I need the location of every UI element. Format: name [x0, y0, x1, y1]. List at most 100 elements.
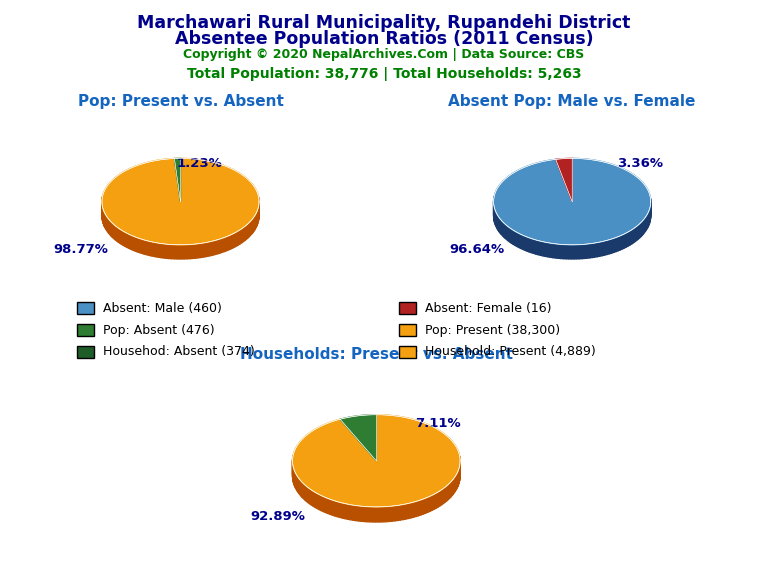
Polygon shape — [348, 504, 350, 520]
Polygon shape — [525, 236, 527, 251]
Polygon shape — [120, 229, 121, 244]
Polygon shape — [389, 506, 392, 521]
Polygon shape — [338, 502, 340, 517]
Polygon shape — [581, 244, 584, 259]
Polygon shape — [156, 242, 159, 257]
Polygon shape — [321, 495, 323, 511]
Polygon shape — [499, 218, 501, 233]
Polygon shape — [328, 498, 330, 514]
Polygon shape — [310, 489, 312, 505]
Text: Pop: Present (38,300): Pop: Present (38,300) — [425, 324, 561, 336]
Polygon shape — [592, 243, 594, 257]
Polygon shape — [313, 491, 315, 507]
Polygon shape — [644, 217, 645, 233]
Polygon shape — [177, 245, 180, 259]
Text: 96.64%: 96.64% — [449, 244, 505, 256]
Polygon shape — [445, 486, 446, 502]
Polygon shape — [250, 220, 251, 236]
Polygon shape — [564, 245, 566, 259]
Polygon shape — [543, 242, 545, 256]
Polygon shape — [536, 240, 538, 255]
Polygon shape — [456, 473, 457, 490]
Polygon shape — [630, 230, 632, 245]
Polygon shape — [144, 240, 147, 255]
Polygon shape — [421, 499, 423, 515]
Polygon shape — [180, 245, 182, 259]
Polygon shape — [117, 227, 118, 242]
Polygon shape — [541, 241, 543, 256]
Polygon shape — [298, 477, 299, 493]
Polygon shape — [515, 231, 517, 247]
Polygon shape — [234, 232, 237, 247]
Polygon shape — [299, 478, 300, 495]
Polygon shape — [115, 225, 117, 241]
Text: 92.89%: 92.89% — [250, 510, 305, 522]
Polygon shape — [409, 503, 411, 518]
Polygon shape — [646, 215, 647, 230]
Polygon shape — [504, 223, 505, 238]
Polygon shape — [135, 237, 137, 252]
Polygon shape — [306, 486, 308, 503]
Polygon shape — [182, 245, 185, 259]
Polygon shape — [222, 237, 224, 252]
Polygon shape — [369, 507, 372, 522]
Polygon shape — [333, 500, 335, 516]
Polygon shape — [628, 231, 630, 246]
Polygon shape — [600, 241, 602, 256]
Polygon shape — [200, 243, 203, 257]
Polygon shape — [293, 415, 460, 507]
Polygon shape — [501, 219, 502, 234]
Polygon shape — [112, 223, 114, 238]
Polygon shape — [254, 215, 255, 230]
Polygon shape — [618, 236, 621, 251]
Polygon shape — [248, 223, 249, 238]
Polygon shape — [296, 475, 298, 492]
Polygon shape — [174, 158, 180, 202]
Polygon shape — [561, 244, 564, 259]
Polygon shape — [213, 240, 215, 255]
Polygon shape — [626, 232, 628, 247]
Polygon shape — [335, 501, 338, 517]
Polygon shape — [107, 217, 108, 232]
Polygon shape — [174, 245, 177, 259]
Polygon shape — [428, 497, 430, 512]
Polygon shape — [513, 230, 515, 245]
Polygon shape — [359, 506, 362, 521]
Polygon shape — [641, 221, 642, 237]
Polygon shape — [169, 244, 172, 259]
Polygon shape — [419, 500, 421, 516]
Polygon shape — [400, 505, 403, 520]
Polygon shape — [398, 505, 400, 521]
Polygon shape — [224, 237, 227, 252]
Title: Absent Pop: Male vs. Female: Absent Pop: Male vs. Female — [449, 94, 696, 109]
Title: Households: Present vs. Absent: Households: Present vs. Absent — [240, 347, 513, 362]
Polygon shape — [497, 214, 498, 229]
Polygon shape — [498, 217, 499, 232]
Polygon shape — [340, 415, 376, 461]
Polygon shape — [217, 239, 220, 254]
Polygon shape — [503, 222, 504, 237]
Polygon shape — [545, 242, 548, 257]
Polygon shape — [574, 245, 577, 259]
Polygon shape — [149, 241, 151, 256]
Polygon shape — [568, 245, 571, 259]
Polygon shape — [423, 498, 425, 514]
Polygon shape — [362, 506, 364, 521]
Polygon shape — [505, 224, 507, 240]
Polygon shape — [571, 245, 574, 259]
Polygon shape — [140, 238, 142, 253]
Polygon shape — [367, 506, 369, 522]
Polygon shape — [106, 215, 107, 230]
Polygon shape — [453, 478, 455, 494]
Polygon shape — [102, 158, 259, 245]
Polygon shape — [642, 220, 643, 236]
Ellipse shape — [494, 173, 650, 259]
Polygon shape — [154, 242, 156, 257]
Polygon shape — [635, 226, 637, 242]
Polygon shape — [529, 238, 531, 253]
Polygon shape — [210, 241, 213, 256]
Polygon shape — [123, 231, 125, 247]
Text: 98.77%: 98.77% — [54, 244, 109, 256]
Polygon shape — [242, 228, 243, 243]
Polygon shape — [227, 236, 229, 251]
